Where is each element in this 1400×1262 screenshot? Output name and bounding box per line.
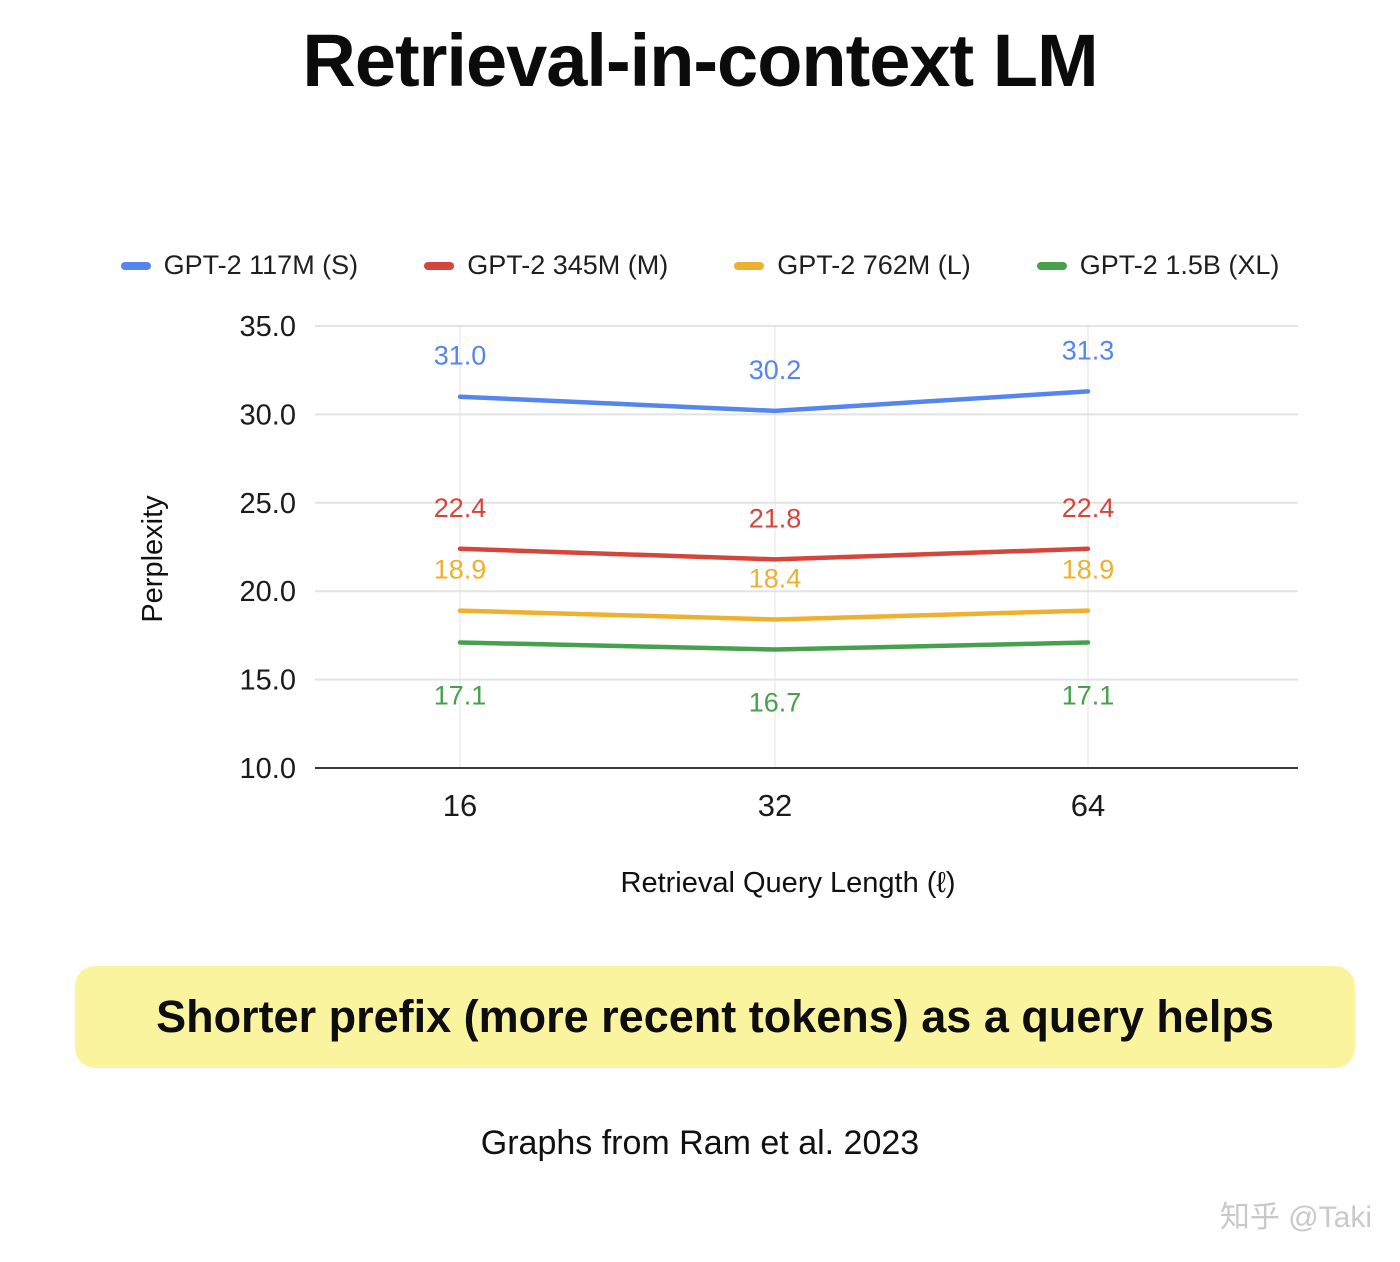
highlight-text: Shorter prefix (more recent tokens) as a… xyxy=(156,991,1274,1042)
legend-label: GPT-2 762M (L) xyxy=(777,250,971,280)
data-label: 16.7 xyxy=(749,688,802,718)
data-label: 31.0 xyxy=(434,341,487,371)
data-label: 17.1 xyxy=(434,680,487,710)
data-label: 22.4 xyxy=(434,493,487,523)
legend-marker xyxy=(120,261,151,270)
legend-item: GPT-2 117M (S) xyxy=(120,250,359,281)
y-tick-label: 15.0 xyxy=(240,665,296,697)
legend-marker xyxy=(424,261,455,270)
y-tick-label: 25.0 xyxy=(240,488,296,520)
legend-item: GPT-2 1.5B (XL) xyxy=(1036,250,1280,281)
x-axis-title: Retrieval Query Length (ℓ) xyxy=(621,867,956,899)
y-tick-label: 30.0 xyxy=(240,399,296,431)
legend-item: GPT-2 345M (M) xyxy=(424,250,668,281)
series-line xyxy=(457,608,1091,622)
data-label: 17.1 xyxy=(1062,680,1115,710)
series-line xyxy=(457,389,1091,414)
x-tick-label: 64 xyxy=(1071,788,1105,823)
legend-item: GPT-2 762M (L) xyxy=(734,250,971,281)
series-line xyxy=(457,640,1091,652)
chart-legend: GPT-2 117M (S) GPT-2 345M (M) GPT-2 762M (… xyxy=(0,250,1400,281)
y-tick-label: 10.0 xyxy=(240,753,296,785)
y-axis-title: Perplexity xyxy=(137,495,169,623)
data-label: 30.2 xyxy=(749,355,802,385)
source-caption: Graphs from Ram et al. 2023 xyxy=(480,1124,920,1162)
data-label: 21.8 xyxy=(749,503,802,533)
legend-label: GPT-2 345M (M) xyxy=(467,250,669,280)
legend-label: GPT-2 1.5B (XL) xyxy=(1079,250,1280,280)
page-title: Retrieval-in-context LM xyxy=(302,19,1098,102)
data-label: 18.4 xyxy=(749,563,802,593)
x-tick-label: 16 xyxy=(443,788,477,823)
series-line xyxy=(457,546,1091,562)
watermark: 知乎 @Taki xyxy=(1219,1201,1372,1234)
legend-label: GPT-2 117M (S) xyxy=(163,250,359,280)
y-tick-label: 35.0 xyxy=(240,311,296,343)
highlight-banner: Shorter prefix (more recent tokens) as a… xyxy=(75,966,1355,1068)
data-label: 22.4 xyxy=(1062,493,1115,523)
data-label: 31.3 xyxy=(1062,335,1115,365)
x-tick-label: 32 xyxy=(758,788,792,823)
data-label: 18.9 xyxy=(434,555,487,585)
data-label: 18.9 xyxy=(1062,555,1115,585)
y-tick-label: 20.0 xyxy=(240,576,296,608)
legend-marker xyxy=(734,261,765,270)
legend-marker xyxy=(1036,261,1067,270)
